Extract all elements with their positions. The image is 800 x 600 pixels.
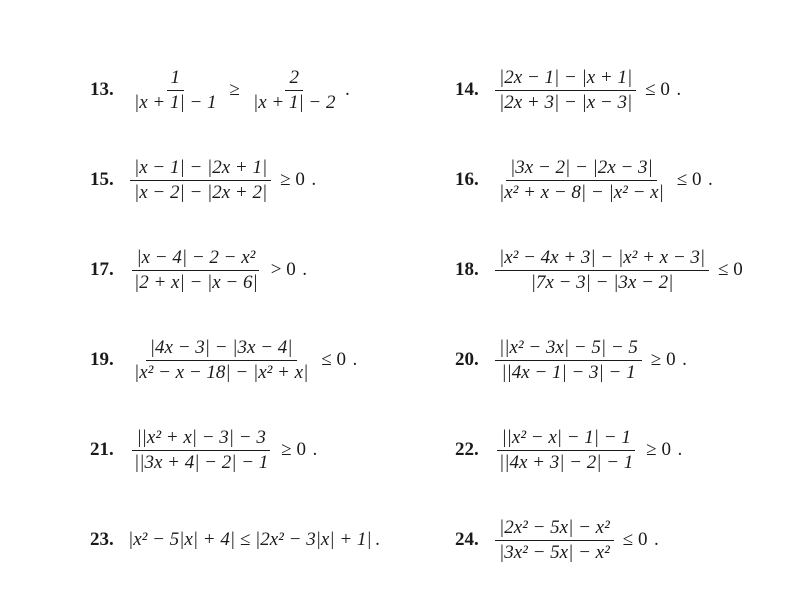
relation: ≥ 0 xyxy=(280,169,305,191)
fraction: |x² − 4x + 3| − |x² + x − 3| |7x − 3| − … xyxy=(495,246,709,295)
fraction: ||x² − 3x| − 5| − 5 ||4x − 1| − 3| − 1 xyxy=(495,336,642,385)
relation: > 0 xyxy=(271,259,296,281)
problem-let: 24. |2x² − 5x| − x² |3x² − 5x| − x² ≤ 0 … xyxy=(455,510,780,570)
period: . xyxy=(376,529,381,551)
problem-expression: |2x² − 5x| − x² |3x² − 5x| − x² ≤ 0 . xyxy=(493,516,659,565)
numerator: |x − 1| − |2x + 1| xyxy=(130,156,271,181)
fraction: |3x − 2| − |2x − 3| |x² + x − 8| − |x² −… xyxy=(495,156,668,205)
problem-21: 21. ||x² + x| − 3| − 3 ||3x + 4| − 2| − … xyxy=(90,420,415,480)
fraction: |4x − 3| − |3x − 4| |x² − x − 18| − |x² … xyxy=(130,336,312,385)
denominator: |2x + 3| − |x − 3| xyxy=(495,91,636,115)
period: . xyxy=(303,259,308,281)
numerator: ||x² − 3x| − 5| − 5 xyxy=(495,336,642,361)
period: . xyxy=(312,169,317,191)
problem-22: 22. ||x² − x| − 1| − 1 ||4x + 3| − 2| − … xyxy=(455,420,780,480)
period: . xyxy=(654,529,659,551)
problem-13: 13. 1 |x + 1| − 1 ≥ 2 |x + 1| − 2 . xyxy=(90,60,415,120)
problem-19: 19. |4x − 3| − |3x − 4| |x² − x − 18| − … xyxy=(90,330,415,390)
numerator: |2x − 1| − |x + 1| xyxy=(495,66,636,91)
period: . xyxy=(709,169,714,191)
denominator: ||3x + 4| − 2| − 1 xyxy=(130,451,272,475)
denominator: |x² + x − 8| − |x² − x| xyxy=(495,181,668,205)
relation: ≥ xyxy=(230,79,240,101)
period: . xyxy=(353,349,358,371)
problem-number: 13. xyxy=(90,79,118,101)
denominator: ||4x + 3| − 2| − 1 xyxy=(495,451,637,475)
numerator: ||x² + x| − 3| − 3 xyxy=(132,426,269,451)
period: . xyxy=(678,439,683,461)
relation: ≥ 0 xyxy=(281,439,306,461)
numerator: ||x² − x| − 1| − 1 xyxy=(497,426,634,451)
relation: ≤ 0 xyxy=(645,79,670,101)
problem-expression: ||x² − x| − 1| − 1 ||4x + 3| − 2| − 1 ≥ … xyxy=(493,426,683,475)
relation: ≤ 0 xyxy=(677,169,702,191)
problem-number: 21. xyxy=(90,439,118,461)
problem-expression: ||x² + x| − 3| − 3 ||3x + 4| − 2| − 1 ≥ … xyxy=(128,426,318,475)
relation: ≥ 0 xyxy=(651,349,676,371)
relation: ≥ 0 xyxy=(646,439,671,461)
problem-number: 22. xyxy=(455,439,483,461)
denominator: |x − 2| − |2x + 2| xyxy=(130,181,271,205)
problem-number: 14. xyxy=(455,79,483,101)
numerator: |x² − 4x + 3| − |x² + x − 3| xyxy=(495,246,709,271)
period: . xyxy=(313,439,318,461)
problem-number: 18. xyxy=(455,259,483,281)
problem-number: 15. xyxy=(90,169,118,191)
problem-number: 16. xyxy=(455,169,483,191)
problem-number: 19. xyxy=(90,349,118,371)
problem-number: 17. xyxy=(90,259,118,281)
denominator: |7x − 3| − |3x − 2| xyxy=(527,271,678,295)
denominator: |3x² − 5x| − x² xyxy=(495,541,614,565)
period: . xyxy=(677,79,682,101)
relation: ≤ 0 xyxy=(718,259,743,281)
numerator: 2 xyxy=(285,66,303,91)
relation: ≤ 0 xyxy=(321,349,346,371)
problem-grid: 13. 1 |x + 1| − 1 ≥ 2 |x + 1| − 2 . 14. … xyxy=(0,0,800,590)
denominator: ||4x − 1| − 3| − 1 xyxy=(497,361,639,385)
numerator: |3x − 2| − |2x − 3| xyxy=(506,156,657,181)
problem-expression: |x − 1| − |2x + 1| |x − 2| − |2x + 2| ≥ … xyxy=(128,156,317,205)
fraction: |x − 4| − 2 − x² |2 + x| − |x − 6| xyxy=(130,246,262,295)
problem-number: 20. xyxy=(455,349,483,371)
problem-expression: 1 |x + 1| − 1 ≥ 2 |x + 1| − 2 . xyxy=(128,66,350,115)
problem-expression: |x − 4| − 2 − x² |2 + x| − |x − 6| > 0 . xyxy=(128,246,307,295)
inequality-flat: |x² − 5|x| + 4| ≤ |2x² − 3|x| + 1| xyxy=(128,529,372,551)
relation: ≤ 0 xyxy=(623,529,648,551)
problem-16: 16. |3x − 2| − |2x − 3| |x² + x − 8| − |… xyxy=(455,150,780,210)
fraction: |x − 1| − |2x + 1| |x − 2| − |2x + 2| xyxy=(130,156,271,205)
problem-14: 14. |2x − 1| − |x + 1| |2x + 3| − |x − 3… xyxy=(455,60,780,120)
fraction-left: 1 |x + 1| − 1 xyxy=(130,66,221,115)
problem-expression: |2x − 1| − |x + 1| |2x + 3| − |x − 3| ≤ … xyxy=(493,66,682,115)
problem-20: 20. ||x² − 3x| − 5| − 5 ||4x − 1| − 3| −… xyxy=(455,330,780,390)
problem-expression: |x² − 4x + 3| − |x² + x − 3| |7x − 3| − … xyxy=(493,246,750,295)
problem-23: 23. |x² − 5|x| + 4| ≤ |2x² − 3|x| + 1| . xyxy=(90,510,415,570)
period: . xyxy=(683,349,688,371)
numerator: |x − 4| − 2 − x² xyxy=(132,246,259,271)
denominator: |x + 1| − 1 xyxy=(130,91,221,115)
fraction: |2x² − 5x| − x² |3x² − 5x| − x² xyxy=(495,516,614,565)
problem-expression: |4x − 3| − |3x − 4| |x² − x − 18| − |x² … xyxy=(128,336,358,385)
problem-18: 18. |x² − 4x + 3| − |x² + x − 3| |7x − 3… xyxy=(455,240,780,300)
fraction: ||x² − x| − 1| − 1 ||4x + 3| − 2| − 1 xyxy=(495,426,637,475)
problem-number: 23. xyxy=(90,529,118,551)
fraction: ||x² + x| − 3| − 3 ||3x + 4| − 2| − 1 xyxy=(130,426,272,475)
period: . xyxy=(346,79,351,101)
denominator: |2 + x| − |x − 6| xyxy=(130,271,262,295)
problem-number: 24. xyxy=(455,529,483,551)
problem-17: 17. |x − 4| − 2 − x² |2 + x| − |x − 6| >… xyxy=(90,240,415,300)
numerator: |2x² − 5x| − x² xyxy=(495,516,614,541)
problem-expression: |x² − 5|x| + 4| ≤ |2x² − 3|x| + 1| . xyxy=(128,529,380,551)
fraction-right: 2 |x + 1| − 2 xyxy=(249,66,340,115)
problem-expression: ||x² − 3x| − 5| − 5 ||4x − 1| − 3| − 1 ≥… xyxy=(493,336,687,385)
fraction: |2x − 1| − |x + 1| |2x + 3| − |x − 3| xyxy=(495,66,636,115)
numerator: 1 xyxy=(167,66,185,91)
denominator: |x + 1| − 2 xyxy=(249,91,340,115)
numerator: |4x − 3| − |3x − 4| xyxy=(146,336,297,361)
problem-expression: |3x − 2| − |2x − 3| |x² + x − 8| − |x² −… xyxy=(493,156,713,205)
denominator: |x² − x − 18| − |x² + x| xyxy=(130,361,312,385)
problem-15: 15. |x − 1| − |2x + 1| |x − 2| − |2x + 2… xyxy=(90,150,415,210)
